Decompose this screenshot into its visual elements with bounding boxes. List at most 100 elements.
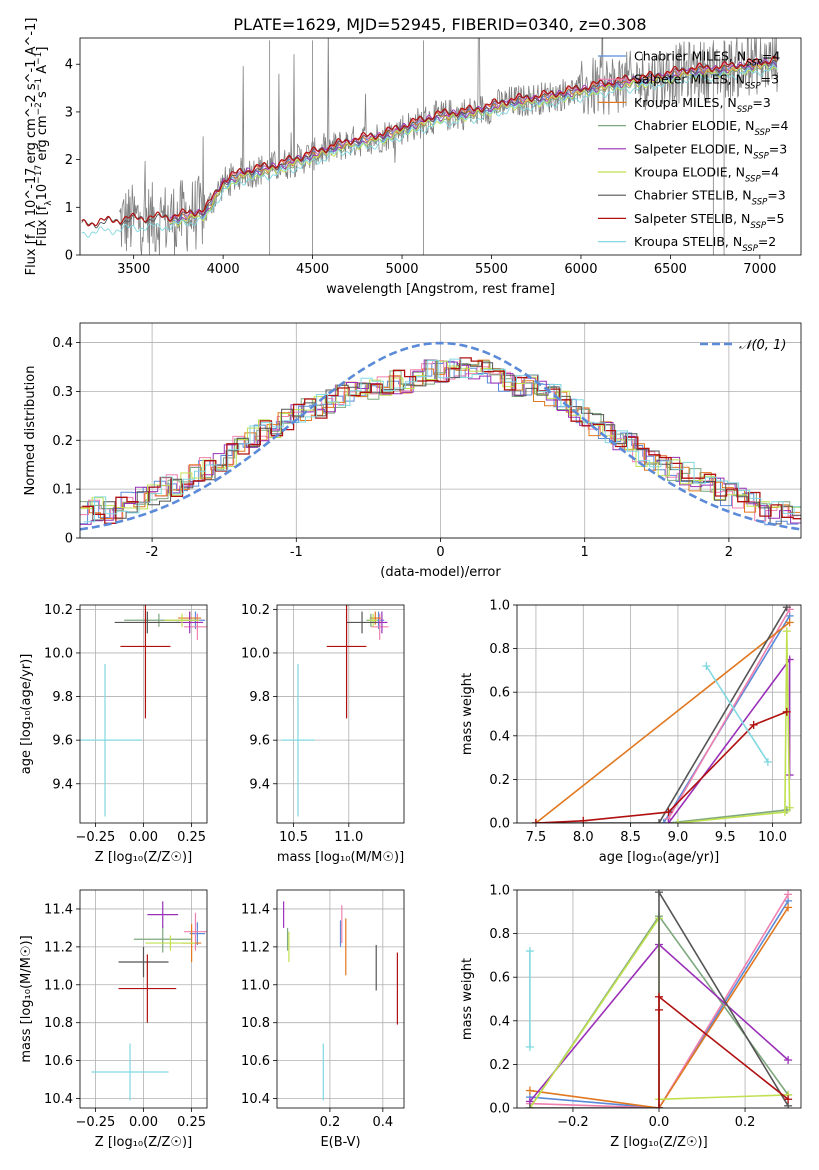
y-tick-label: 11.4 xyxy=(44,902,73,917)
weight-marker-salpeter-stelib xyxy=(782,707,791,716)
axes-frame xyxy=(516,889,802,1109)
errorbar-point-chabrier-stelib xyxy=(114,611,181,634)
axes-frame xyxy=(276,889,405,1109)
weight-marker-salpeter-elodie xyxy=(784,1056,793,1065)
weight-marker-chabrier-stelib xyxy=(525,1104,534,1108)
weight-marker-salpeter-miles xyxy=(784,890,793,899)
histogram-chabrier-elodie xyxy=(80,360,801,511)
x-axis-label: Z [log₁₀(Z/Z☉)] xyxy=(95,1135,192,1150)
weight-line-salpeter-stelib xyxy=(658,995,789,1108)
weight-marker-kroupa-stelib xyxy=(702,662,711,671)
y-axis-label: mass weight xyxy=(460,958,475,1040)
y-tick-label: 9.4 xyxy=(52,777,73,792)
axes-frame xyxy=(516,604,802,824)
weight-line-chabrier-elodie xyxy=(668,809,787,823)
x-tick-label: 9.0 xyxy=(668,830,689,845)
y-axis-label: age [log₁₀(age/yr)] xyxy=(19,654,34,775)
y-tick-label: 10.2 xyxy=(241,603,270,618)
y-tick-label: 10.8 xyxy=(241,1016,270,1031)
y-tick-label: 11.2 xyxy=(44,940,73,955)
residuals-panel: -2 -1 0 1 2 0 0.1 0.2 0.3 0.4 (data-model)/error No… xyxy=(23,322,802,580)
weight-marker-kroupa-stelib xyxy=(525,947,534,956)
weight-marker-salpeter-stelib xyxy=(784,1095,793,1104)
x-tick-label: 1 xyxy=(581,545,589,560)
x-tick-label: 0.00 xyxy=(129,1115,158,1130)
x-axis-label: age [log₁₀(age/yr)] xyxy=(599,850,720,865)
errorbar-point-kroupa-elodie xyxy=(368,613,378,627)
y-tick-label: 10.0 xyxy=(241,646,270,661)
axes-frame xyxy=(79,37,802,256)
y-tick-label: 9.6 xyxy=(52,734,73,749)
plot-content xyxy=(91,901,207,1101)
y-tick-label: 10.2 xyxy=(44,603,73,618)
y-tick-label: 9.8 xyxy=(52,690,73,705)
errorbar-point-chabrier-miles xyxy=(189,922,206,945)
x-tick-label: 11.0 xyxy=(334,830,363,845)
y-axis-label: Flux [fλ10−17 erg cm−2 s−1 A−1] xyxy=(34,47,54,247)
errorbar-point-salpeter-miles xyxy=(183,912,207,951)
weight-marker-kroupa-miles xyxy=(785,618,794,627)
mass-weight-vs-age-panel: 7.5 8.0 8.5 9.0 9.5 10.0 0.0 0.2 0.4 0.6 0.8 1.0 age… xyxy=(460,599,802,865)
x-tick-label: 10.5 xyxy=(279,830,308,845)
histogram-salpeter-stelib xyxy=(82,357,801,524)
legend-label: Salpeter ELODIE, NSSP=3 xyxy=(634,141,787,161)
x-tick-label: 7000 xyxy=(743,262,776,277)
x-tick-label: 10.0 xyxy=(758,830,787,845)
y-tick-label: 0 xyxy=(65,249,73,264)
y-tick-label: 9.6 xyxy=(249,734,270,749)
y-tick-label: 0.4 xyxy=(489,729,510,744)
plot-content xyxy=(283,901,398,1101)
axes-frame xyxy=(79,604,208,824)
weight-marker-salpeter-stelib xyxy=(531,819,540,823)
y-tick-label: 1.0 xyxy=(489,884,510,899)
x-tick-label: 0.2 xyxy=(320,1115,341,1130)
x-tick-label: −0.25 xyxy=(75,830,115,845)
y-tick-label: 10.6 xyxy=(241,1054,270,1069)
y-tick-label: 10.0 xyxy=(44,646,73,661)
y-tick-label: 0.6 xyxy=(489,686,510,701)
x-tick-label: -2 xyxy=(146,545,159,560)
weight-marker-salpeter-stelib xyxy=(749,720,758,729)
weight-marker-chabrier-stelib xyxy=(655,819,663,823)
histogram-kroupa-elodie xyxy=(80,360,801,510)
model-line-chabrier-elodie xyxy=(169,61,778,224)
y-tick-label: 0.2 xyxy=(52,434,73,449)
legend-label: Kroupa MILES, NSSP=3 xyxy=(634,95,771,115)
x-tick-label: 4000 xyxy=(207,262,240,277)
y-axis-label: Normed distribution xyxy=(23,366,38,496)
errorbar-point-kroupa-elodie xyxy=(145,935,196,951)
weight-line-kroupa-miles xyxy=(529,906,789,1108)
weight-line-salpeter-miles xyxy=(667,608,791,820)
legend-label: Chabrier MILES, NSSP=4 xyxy=(634,49,780,69)
y-tick-label: 0.6 xyxy=(489,971,510,986)
x-axis-label: E(B-V) xyxy=(320,1135,360,1150)
errorbar-point-salpeter-elodie xyxy=(376,611,388,634)
weight-marker-salpeter-stelib xyxy=(655,992,663,1001)
y-tick-label: 0.4 xyxy=(52,336,73,351)
plot-content xyxy=(525,890,793,1108)
x-axis-label: Z [log₁₀(Z/Z☉)] xyxy=(610,1135,707,1150)
legend: Chabrier MILES, NSSP=4 Salpeter MILES, NS… xyxy=(598,49,789,254)
legend-label: 𝒩(0, 1) xyxy=(739,338,786,353)
y-tick-label: 10.4 xyxy=(241,1092,270,1107)
spectrum-panel: 3500 4000 4500 5000 5500 6000 6500 7000 0 1 2 3 4 wav… xyxy=(24,18,802,297)
weight-marker-salpeter-stelib xyxy=(579,816,588,823)
x-axis-label: Z [log₁₀(Z/Z☉)] xyxy=(95,850,192,865)
errorbar-point-chabrier-elodie xyxy=(133,926,192,953)
y-tick-label: 4 xyxy=(65,58,73,73)
x-tick-label: 0.0 xyxy=(649,1115,670,1130)
y-tick-label: 0.2 xyxy=(489,773,510,788)
weight-marker-salpeter-stelib xyxy=(655,1005,663,1014)
weight-marker-kroupa-elodie xyxy=(673,819,682,823)
legend-label: Kroupa STELIB, NSSP=2 xyxy=(634,234,776,254)
errorbar-point-kroupa-elodie xyxy=(164,613,200,627)
mass-weight-vs-metallicity-panel: −0.2 0.0 0.2 0.0 0.2 0.4 0.6 0.8 1.0 Z [log₁₀(Z/Z… xyxy=(460,884,802,1150)
x-tick-label: 6000 xyxy=(564,262,597,277)
errorbar-point-salpeter-stelib xyxy=(120,605,171,719)
y-axis-label: mass weight xyxy=(460,673,475,755)
y-tick-label: 0.4 xyxy=(489,1014,510,1029)
plot-content xyxy=(81,38,779,255)
x-tick-label: 0 xyxy=(436,545,444,560)
weight-line-salpeter-miles xyxy=(529,893,789,1108)
model-line-kroupa-elodie xyxy=(169,63,778,227)
